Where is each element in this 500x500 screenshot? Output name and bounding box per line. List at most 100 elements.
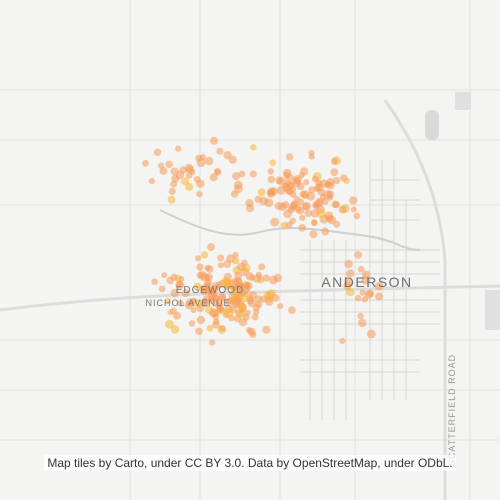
point (258, 263, 266, 271)
point (302, 201, 312, 211)
point (194, 255, 202, 262)
point (232, 293, 239, 300)
attribution-text: Map tiles by Carto, under CC BY 3.0. Dat… (44, 455, 456, 471)
point (211, 320, 220, 329)
point (250, 144, 257, 151)
point (354, 294, 362, 302)
point (204, 156, 214, 166)
point (240, 293, 249, 303)
point (344, 259, 353, 269)
point (216, 147, 224, 155)
point (293, 195, 301, 202)
point (315, 183, 324, 192)
point (177, 299, 185, 307)
points (142, 136, 384, 346)
point (151, 278, 159, 286)
point (237, 289, 244, 296)
point (209, 173, 218, 182)
point (299, 214, 306, 221)
point (326, 177, 335, 187)
point (168, 187, 176, 195)
point (362, 270, 371, 279)
point (234, 271, 243, 280)
point (303, 179, 310, 186)
point (338, 205, 347, 214)
point (199, 285, 206, 292)
point (142, 159, 149, 167)
point (327, 215, 337, 225)
point (343, 177, 350, 184)
point (262, 325, 271, 334)
point (232, 172, 241, 181)
point (249, 331, 257, 338)
point (282, 182, 289, 189)
point (283, 209, 293, 219)
point (196, 190, 203, 198)
point (265, 297, 274, 306)
point (232, 257, 240, 265)
point (330, 168, 339, 177)
pond (425, 110, 439, 140)
park (485, 290, 500, 330)
point (195, 154, 203, 162)
point (238, 302, 247, 312)
point (274, 202, 283, 211)
point (288, 203, 297, 211)
point (308, 149, 315, 156)
point (218, 294, 227, 303)
point (213, 168, 221, 175)
point (184, 300, 194, 310)
point (170, 307, 178, 315)
point (273, 273, 283, 283)
point (277, 303, 284, 310)
point (158, 162, 165, 169)
point (195, 327, 203, 336)
point (181, 289, 190, 298)
highway (0, 284, 500, 312)
point (171, 174, 180, 183)
point (198, 270, 207, 280)
point (193, 299, 203, 309)
point (321, 227, 330, 236)
point (212, 312, 220, 320)
point (339, 337, 346, 344)
point (234, 180, 243, 190)
point (245, 199, 254, 208)
point (354, 250, 363, 259)
point (280, 221, 289, 230)
point (223, 150, 232, 160)
point (213, 295, 220, 302)
road-label: SCATTERFIELD ROAD (447, 354, 457, 466)
point (218, 325, 226, 332)
point (206, 243, 216, 252)
point (188, 320, 196, 327)
point (204, 264, 211, 271)
point (223, 272, 232, 282)
street-label: NICHOL AVENUE (145, 298, 230, 308)
point (200, 298, 210, 308)
point (170, 288, 180, 298)
point (343, 281, 352, 291)
point (224, 309, 234, 319)
point (309, 230, 318, 239)
point (167, 195, 176, 204)
point (165, 319, 174, 329)
point (159, 167, 168, 175)
point (266, 189, 275, 197)
point (251, 313, 259, 321)
point (317, 209, 326, 219)
point (286, 221, 293, 229)
point (245, 327, 253, 334)
point (270, 217, 280, 227)
point (292, 178, 302, 188)
point (374, 281, 384, 291)
point (175, 145, 182, 152)
point (267, 168, 274, 175)
attribution: Map tiles by Carto, under CC BY 3.0. Dat… (0, 455, 500, 471)
point (312, 201, 319, 208)
point (235, 277, 242, 285)
point (346, 269, 355, 278)
